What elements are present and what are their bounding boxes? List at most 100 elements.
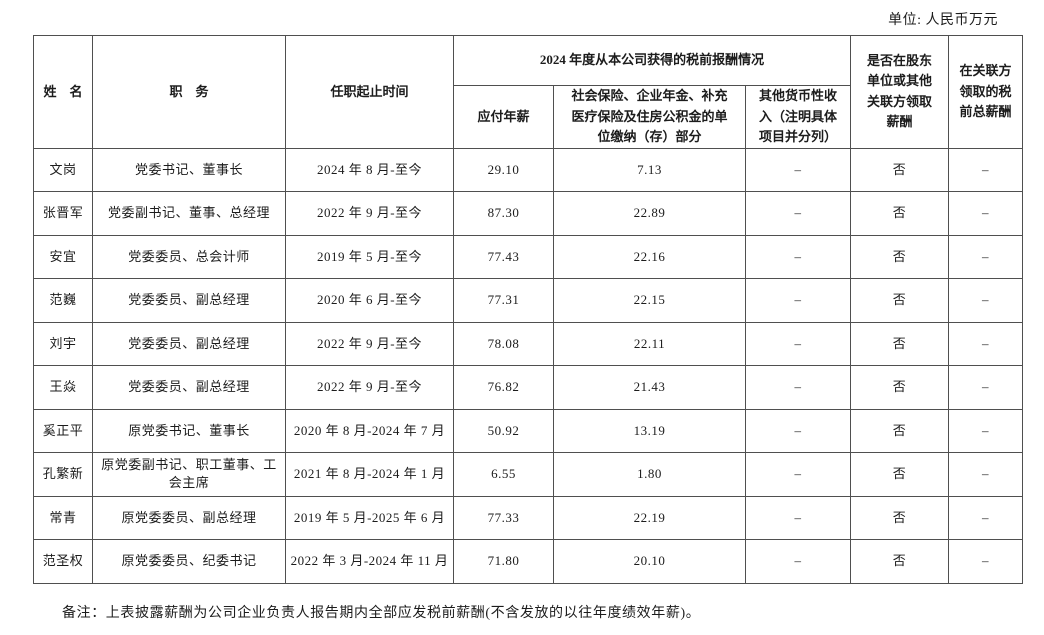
cell-related-party-paid: 否 [850,408,950,454]
cell-related-party-total: – [948,495,1024,541]
cell-annual-salary: 77.31 [453,278,554,323]
cell-related-party-paid: 否 [850,495,950,541]
col-header-related-party-total: 在关联方领取的税前总薪酬 [948,35,1024,149]
col-header-social-insurance: 社会保险、企业年金、补充医疗保险及住房公积金的单位缴纳（存）部分 [553,85,746,149]
cell-position: 党委委员、副总经理 [92,278,286,323]
table-row: 安宜 党委委员、总会计师 2019 年 5 月-至今 77.43 22.16 –… [33,234,1024,280]
cell-social-insurance: 22.89 [553,191,746,236]
cell-term: 2019 年 5 月-至今 [285,234,454,280]
cell-social-insurance: 22.15 [553,278,746,323]
cell-name: 王焱 [33,365,93,410]
cell-annual-salary: 87.30 [453,191,554,236]
cell-name: 范圣权 [33,539,93,584]
col-header-compensation-group: 2024 年度从本公司获得的税前报酬情况 [452,35,852,86]
cell-term: 2019 年 5 月-2025 年 6 月 [285,495,454,541]
cell-annual-salary: 76.82 [453,365,554,410]
cell-other-income: – [744,365,852,410]
cell-position: 原党委委员、纪委书记 [92,539,286,584]
cell-related-party-total: – [948,539,1024,584]
cell-position: 党委委员、总会计师 [92,234,286,280]
cell-other-income: – [744,408,852,454]
cell-term: 2021 年 8 月-2024 年 1 月 [285,452,454,497]
cell-term: 2024 年 8 月-至今 [285,147,454,193]
cell-annual-salary: 77.33 [453,495,554,541]
cell-related-party-total: – [948,191,1024,236]
col-header-position: 职 务 [92,35,286,149]
cell-related-party-total: – [948,321,1024,367]
cell-related-party-total: – [948,234,1024,280]
cell-name: 刘宇 [33,321,93,367]
cell-term: 2022 年 9 月-至今 [285,365,454,410]
header-row-sub: 应付年薪 社会保险、企业年金、补充医疗保险及住房公积金的单位缴纳（存）部分 其他… [34,85,1023,149]
cell-social-insurance: 22.16 [553,234,746,280]
col-header-related-party-paid: 是否在股东单位或其他关联方领取薪酬 [850,35,950,149]
cell-related-party-paid: 否 [850,452,950,497]
table-row: 刘宇 党委委员、副总经理 2022 年 9 月-至今 78.08 22.11 –… [33,321,1024,367]
cell-related-party-paid: 否 [850,539,950,584]
cell-other-income: – [744,278,852,323]
cell-related-party-paid: 否 [850,147,950,193]
cell-annual-salary: 78.08 [453,321,554,367]
cell-name: 张晋军 [33,191,93,236]
cell-annual-salary: 50.92 [453,408,554,454]
table-row: 张晋军 党委副书记、董事、总经理 2022 年 9 月-至今 87.30 22.… [33,191,1024,236]
cell-related-party-total: – [948,365,1024,410]
table-row: 孔繁新 原党委副书记、职工董事、工会主席 2021 年 8 月-2024 年 1… [33,452,1024,497]
cell-related-party-total: – [948,452,1024,497]
cell-other-income: – [744,321,852,367]
cell-annual-salary: 29.10 [453,147,554,193]
footnote: 备注：上表披露薪酬为公司企业负责人报告期内全部应发税前薪酬(不含发放的以往年度绩… [62,606,701,621]
cell-social-insurance: 22.19 [553,495,746,541]
cell-related-party-total: – [948,408,1024,454]
cell-position: 原党委书记、董事长 [92,408,286,454]
cell-position: 原党委委员、副总经理 [92,495,286,541]
cell-position: 原党委副书记、职工董事、工会主席 [92,452,286,497]
cell-name: 常青 [33,495,93,541]
cell-name: 范巍 [33,278,93,323]
cell-other-income: – [744,234,852,280]
cell-term: 2022 年 3 月-2024 年 11 月 [285,539,454,584]
cell-social-insurance: 1.80 [553,452,746,497]
cell-other-income: – [744,191,852,236]
cell-related-party-total: – [948,147,1024,193]
table-header: 姓 名 职 务 任职起止时间 2024 年度从本公司获得的税前报酬情况 是否在股… [33,35,1024,149]
cell-annual-salary: 77.43 [453,234,554,280]
cell-social-insurance: 7.13 [553,147,746,193]
cell-related-party-paid: 否 [850,365,950,410]
table-row: 常青 原党委委员、副总经理 2019 年 5 月-2025 年 6 月 77.3… [33,495,1024,541]
table-row: 王焱 党委委员、副总经理 2022 年 9 月-至今 76.82 21.43 –… [33,365,1024,410]
table-row: 奚正平 原党委书记、董事长 2020 年 8 月-2024 年 7 月 50.9… [33,408,1024,454]
table-row: 文岗 党委书记、董事长 2024 年 8 月-至今 29.10 7.13 – 否… [33,147,1024,193]
cell-term: 2020 年 8 月-2024 年 7 月 [285,408,454,454]
cell-name: 安宜 [33,234,93,280]
cell-name: 奚正平 [33,408,93,454]
cell-related-party-total: – [948,278,1024,323]
cell-related-party-paid: 否 [850,191,950,236]
cell-position: 党委书记、董事长 [92,147,286,193]
cell-social-insurance: 21.43 [553,365,746,410]
cell-name: 文岗 [33,147,93,193]
cell-related-party-paid: 否 [850,278,950,323]
table-body: 文岗 党委书记、董事长 2024 年 8 月-至今 29.10 7.13 – 否… [33,147,1024,584]
cell-position: 党委副书记、董事、总经理 [92,191,286,236]
cell-position: 党委委员、副总经理 [92,365,286,410]
cell-annual-salary: 6.55 [453,452,554,497]
cell-annual-salary: 71.80 [453,539,554,584]
table-row: 范巍 党委委员、副总经理 2020 年 6 月-至今 77.31 22.15 –… [33,278,1024,323]
cell-term: 2020 年 6 月-至今 [285,278,454,323]
cell-social-insurance: 20.10 [553,539,746,584]
col-header-term: 任职起止时间 [285,35,454,149]
col-header-name: 姓 名 [33,35,93,149]
table-row: 范圣权 原党委委员、纪委书记 2022 年 3 月-2024 年 11 月 71… [33,539,1024,584]
cell-term: 2022 年 9 月-至今 [285,191,454,236]
cell-social-insurance: 22.11 [553,321,746,367]
salary-table: 姓 名 职 务 任职起止时间 2024 年度从本公司获得的税前报酬情况 是否在股… [33,35,1024,584]
col-header-annual-salary: 应付年薪 [453,85,554,149]
cell-other-income: – [744,539,852,584]
cell-name: 孔繁新 [33,452,93,497]
cell-other-income: – [744,495,852,541]
header-row-top: 姓 名 职 务 任职起止时间 2024 年度从本公司获得的税前报酬情况 是否在股… [33,35,1024,149]
unit-label: 单位: 人民币万元 [888,13,998,28]
cell-position: 党委委员、副总经理 [92,321,286,367]
